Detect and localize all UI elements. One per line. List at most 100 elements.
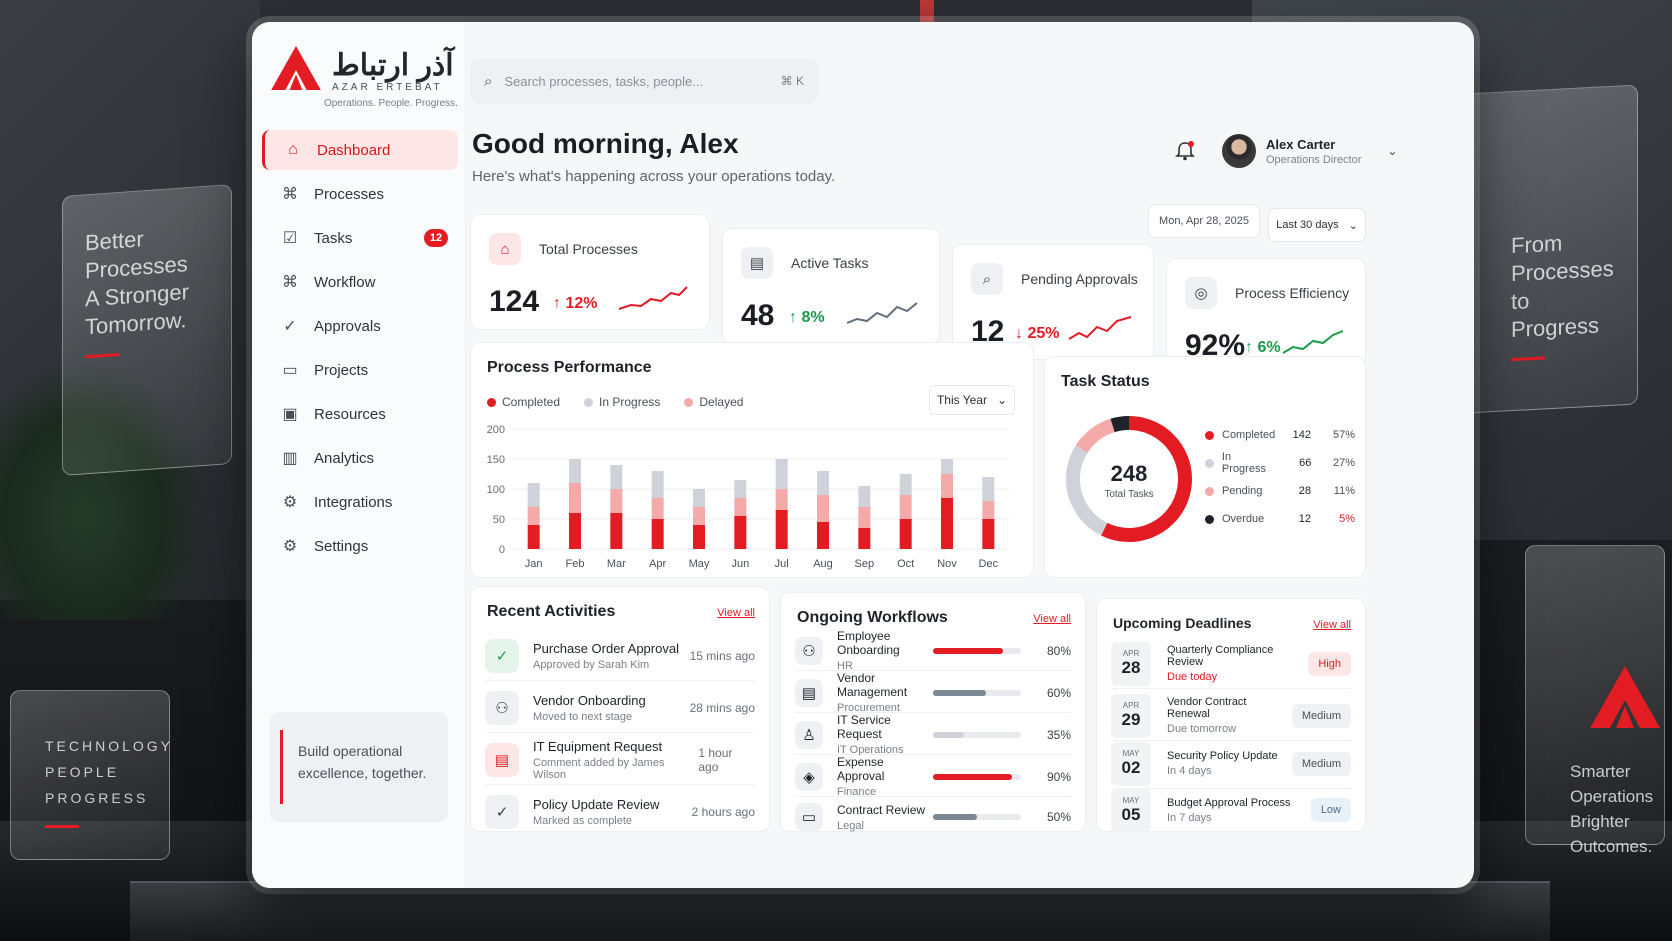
sidebar-item-label: Processes <box>314 185 385 203</box>
kpi-card-pending-approvals[interactable]: ⌕ Pending Approvals 12 ↓ 25% <box>952 244 1154 360</box>
workflow-dept: IT Operations <box>837 744 904 756</box>
workflow-row[interactable]: ⚇ Employee Onboarding HR 80% <box>795 629 1071 672</box>
activity-row[interactable]: ⚇ Vendor Onboarding Moved to next stage 2… <box>485 683 755 733</box>
glass-card-accent <box>1511 356 1545 362</box>
x-tick-label: Oct <box>897 558 914 570</box>
workflow-title: Expense Approval <box>837 755 885 783</box>
x-tick-label: Aug <box>813 558 833 570</box>
integration-icon: ⚙ <box>282 494 298 511</box>
deadline-date: APR 29 <box>1111 693 1151 738</box>
glass-card-line: Operations <box>1570 787 1654 806</box>
deadline-day: 29 <box>1121 710 1141 729</box>
bar-in-progress <box>693 489 705 507</box>
brand-logo-icon <box>1590 666 1660 728</box>
activities-view-all-link[interactable]: View all <box>717 607 755 619</box>
legend-row: Overdue 12 5% <box>1205 505 1355 533</box>
period-select[interactable]: This Year ⌄ <box>929 385 1015 415</box>
sidebar-item-settings[interactable]: ⚙ Settings <box>262 526 458 566</box>
legend-count: 142 <box>1292 429 1311 441</box>
glass-card-bottom-left: TECHNOLOGY PEOPLE PROGRESS <box>10 690 170 860</box>
donut-total-label: Total Tasks <box>1104 489 1154 500</box>
deadline-row[interactable]: APR 29 Vendor Contract Renewal Due tomorro… <box>1111 691 1351 741</box>
chevron-down-icon: ⌄ <box>1348 219 1358 232</box>
sidebar-item-tasks[interactable]: ☑ Tasks 12 <box>262 218 458 258</box>
kpi-card-process-efficiency[interactable]: ◎ Process Efficiency 92% ↑ 6% <box>1166 258 1366 370</box>
bar-completed <box>899 519 912 549</box>
activity-row[interactable]: ▤ IT Equipment Request Comment added by J… <box>485 735 755 785</box>
workflow-progress-fill <box>933 814 977 820</box>
task-status-card: Task Status 248 Total Tasks Completed 142… <box>1044 356 1366 578</box>
date-display[interactable]: Mon, Apr 28, 2025 <box>1148 204 1260 238</box>
deadline-row[interactable]: MAY 02 Security Policy Update In 4 days Me… <box>1111 739 1351 789</box>
workflow-dept: Finance <box>837 786 877 798</box>
bar-in-progress <box>858 486 871 507</box>
workflow-row[interactable]: ♙ IT Service Request IT Operations 35% <box>795 713 1071 756</box>
bar-completed <box>817 522 829 549</box>
deadlines-view-all-link[interactable]: View all <box>1313 619 1351 631</box>
background-plant <box>0 360 210 620</box>
efficiency-icon: ◎ <box>1185 277 1217 309</box>
deadline-month: APR <box>1122 649 1140 658</box>
glass-card-line: Smarter <box>1570 762 1631 781</box>
user-menu[interactable]: Alex Carter Operations Director ⌄ <box>1222 134 1397 168</box>
glass-card-line: PROGRESS <box>45 790 149 806</box>
activity-sub: Approved by Sarah Kim <box>533 658 650 671</box>
sidebar-item-approvals[interactable]: ✓ Approvals <box>262 306 458 346</box>
recent-activities-card: Recent Activities View all ✓ Purchase Or… <box>470 586 770 832</box>
bar-in-progress <box>817 471 829 495</box>
sidebar-item-dashboard[interactable]: ⌂ Dashboard <box>262 130 458 170</box>
x-tick-label: Jan <box>525 558 543 570</box>
deadline-date: MAY 05 <box>1111 788 1151 832</box>
activity-row[interactable]: ✓ Policy Update Review Marked as complete… <box>485 787 755 837</box>
glass-card-accent <box>45 825 79 828</box>
workflows-view-all-link[interactable]: View all <box>1033 613 1071 625</box>
display-pedestal <box>130 881 1550 941</box>
sidebar-item-analytics[interactable]: ▥ Analytics <box>262 438 458 478</box>
activity-row[interactable]: ✓ Purchase Order Approval Approved by Sar… <box>485 631 755 681</box>
sidebar-item-resources[interactable]: ▣ Resources <box>262 394 458 434</box>
deadline-row[interactable]: APR 28 Quarterly Compliance Review Due tod… <box>1111 639 1351 689</box>
legend-label: Pending <box>1222 485 1263 497</box>
sidebar-item-projects[interactable]: ▭ Projects <box>262 350 458 390</box>
legend-count: 66 <box>1299 457 1312 469</box>
bar-delayed <box>651 498 664 519</box>
deadline-title: Security Policy Update <box>1167 750 1278 762</box>
workflow-row[interactable]: ◈ Expense Approval Finance 90% <box>795 755 1071 798</box>
notification-bell-icon[interactable] <box>1174 140 1196 162</box>
resource-icon: ▣ <box>282 406 298 423</box>
deadline-due: Due today <box>1167 671 1218 683</box>
sidebar-item-workflow[interactable]: ⌘ Workflow <box>262 262 458 302</box>
kpi-change: ↑ 12% <box>553 295 598 312</box>
workflow-row[interactable]: ▤ Vendor Management Procurement 60% <box>795 671 1071 714</box>
glass-card-line: Processes <box>1511 255 1614 287</box>
brand-logo-icon <box>271 46 321 90</box>
bar-delayed <box>941 474 953 498</box>
legend-row: Completed 142 57% <box>1205 421 1355 449</box>
date-range-select[interactable]: Last 30 days ⌄ <box>1268 208 1366 242</box>
workflow-percent: 60% <box>1046 685 1071 700</box>
priority-badge: Low <box>1310 798 1351 822</box>
bar-completed <box>982 519 995 549</box>
sidebar-item-processes[interactable]: ⌘ Processes <box>262 174 458 214</box>
deadline-month: MAY <box>1122 749 1140 758</box>
legend-pct: 5% <box>1339 513 1355 525</box>
sidebar-item-integrations[interactable]: ⚙ Integrations <box>262 482 458 522</box>
kpi-card-total-processes[interactable]: ⌂ Total Processes 124 ↑ 12% <box>470 214 710 330</box>
bar-in-progress <box>899 474 912 495</box>
chevron-down-icon: ⌄ <box>996 393 1008 407</box>
sidebar-item-label: Integrations <box>314 493 393 511</box>
recent-activities-title: Recent Activities <box>487 603 616 620</box>
search-bar[interactable]: ⌕ Search processes, tasks, people... ⌘ K <box>470 58 818 104</box>
search-input[interactable]: Search processes, tasks, people... <box>504 73 704 89</box>
deadline-row[interactable]: MAY 05 Budget Approval Process In 7 days L… <box>1111 785 1351 835</box>
kpi-label: Active Tasks <box>791 255 869 271</box>
bar-completed <box>610 513 623 549</box>
checklist-icon: ☑ <box>282 230 298 247</box>
chevron-down-icon: ⌄ <box>1387 144 1398 158</box>
activity-time: 28 mins ago <box>689 700 755 715</box>
brand-logo[interactable]: آذر ارتباط AZAR ERTEBAT Operations. Peop… <box>270 44 460 114</box>
bar-delayed <box>982 501 995 519</box>
kpi-card-active-tasks[interactable]: ▤ Active Tasks 48 ↑ 8% <box>722 228 940 344</box>
sidebar-item-label: Dashboard <box>317 141 391 159</box>
workflow-row[interactable]: ▭ Contract Review Legal 50% <box>795 797 1071 837</box>
